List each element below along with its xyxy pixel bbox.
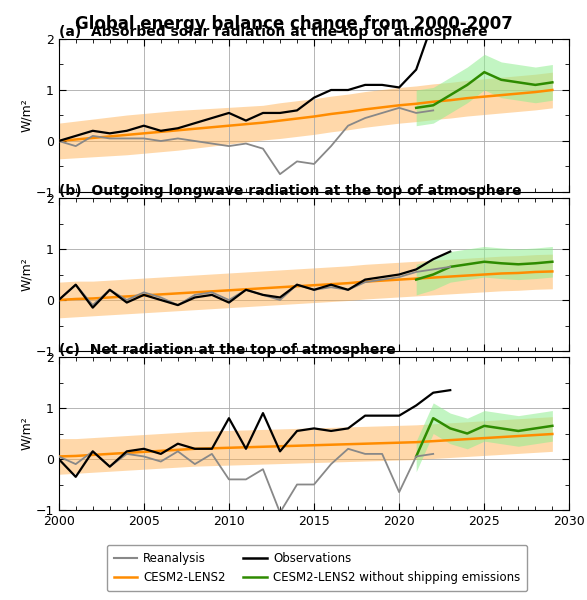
Text: (b)  Outgoing longwave radiation at the top of atmosphere: (b) Outgoing longwave radiation at the t… [59, 184, 521, 198]
Text: Global energy balance change from 2000-2007: Global energy balance change from 2000-2… [75, 15, 512, 33]
Text: (a)  Absorbed solar radiation at the top of atmosphere: (a) Absorbed solar radiation at the top … [59, 25, 487, 39]
Y-axis label: W/m²: W/m² [20, 416, 33, 451]
Y-axis label: W/m²: W/m² [20, 98, 33, 133]
Legend: Reanalysis, CESM2-LENS2, Observations, CESM2-LENS2 without shipping emissions: Reanalysis, CESM2-LENS2, Observations, C… [107, 545, 527, 591]
Y-axis label: W/m²: W/m² [20, 257, 33, 292]
Text: (c)  Net radiation at the top of atmosphere: (c) Net radiation at the top of atmosphe… [59, 343, 396, 357]
